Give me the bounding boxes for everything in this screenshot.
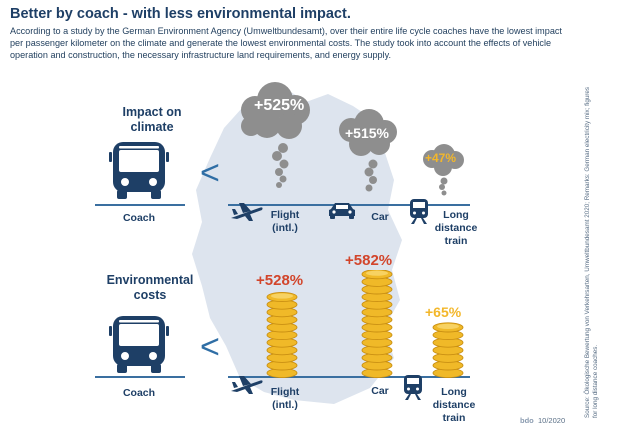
costs-modes-baseline [228, 376, 470, 378]
coin-stack-icon [432, 322, 464, 378]
footer-date: 10/2020 [538, 416, 566, 425]
climate-section-label: Impact on climate [92, 105, 212, 135]
costs-train-label-line3: train [442, 412, 466, 424]
climate-flight-label: Flight (intl.) [262, 209, 308, 235]
costs-label-line2: costs [133, 288, 167, 302]
costs-label-line1: Environmental [106, 273, 194, 287]
climate-car-label: Car [371, 211, 389, 223]
footer-logo: bdo [520, 416, 534, 425]
costs-car-value: +582% [345, 252, 393, 269]
costs-flight-value: +528% [256, 272, 304, 289]
costs-train-label: Long distance train [428, 386, 480, 425]
less-than-sign-climate: < [200, 154, 220, 192]
climate-train-label-line1: Long [443, 209, 469, 221]
airplane-icon [231, 376, 263, 394]
costs-flight-label: Flight (intl.) [262, 386, 308, 412]
less-than-sign-costs: < [200, 328, 220, 366]
bus-icon [109, 142, 169, 199]
coin-stack-icon [266, 291, 298, 378]
costs-train-value: +65% [425, 304, 462, 320]
climate-train-label: Long distance train [430, 209, 482, 248]
airplane-icon [231, 203, 263, 221]
smoke-cloud-icon [423, 144, 464, 196]
climate-car-value: +515% [345, 125, 389, 141]
climate-train-value: +47% [425, 151, 457, 165]
car-icon [329, 203, 355, 219]
costs-car-label: Car [371, 385, 389, 397]
costs-coach-baseline [95, 376, 185, 378]
climate-flight-value: +525% [254, 97, 305, 114]
train-icon [404, 375, 422, 400]
climate-label-line1: Impact on [122, 105, 182, 119]
smoke-cloud-icon [339, 109, 397, 192]
costs-section-label: Environmental costs [80, 273, 220, 303]
page-title: Better by coach - with less environmenta… [10, 6, 351, 22]
climate-train-label-line2: distance [434, 222, 478, 234]
costs-flight-label-line2: (intl.) [272, 399, 298, 411]
climate-flight-label-line2: (intl.) [272, 222, 298, 234]
costs-flight-label-line1: Flight [270, 386, 300, 398]
costs-coach-label: Coach [122, 387, 156, 399]
germany-map [192, 90, 402, 404]
climate-flight-label-line1: Flight [270, 209, 300, 221]
costs-train-label-line2: distance [432, 399, 476, 411]
climate-coach-baseline [95, 204, 185, 206]
bus-icon [109, 316, 169, 373]
train-icon [410, 199, 428, 224]
intro-text: According to a study by the German Envir… [10, 26, 562, 60]
climate-label-line2: climate [130, 120, 174, 134]
source-note: Source: Ökologische Bewertung von Verkeh… [584, 86, 599, 418]
climate-train-label-line3: train [444, 235, 468, 247]
costs-train-label-line1: Long [441, 386, 467, 398]
smoke-cloud-icon [241, 82, 310, 188]
coin-stack-icon [361, 270, 393, 378]
climate-coach-label: Coach [122, 212, 156, 224]
